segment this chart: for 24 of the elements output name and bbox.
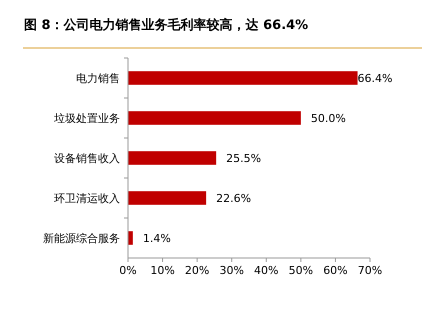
- data-label: 50.0%: [310, 112, 346, 125]
- bar: [128, 231, 133, 245]
- y-tick-label: 垃圾处置业务: [53, 112, 120, 125]
- x-tick-label: 30%: [219, 264, 244, 277]
- x-tick-label: 20%: [184, 264, 210, 277]
- bar: [128, 71, 358, 85]
- data-label: 25.5%: [226, 152, 262, 165]
- x-tick-label: 0%: [119, 264, 137, 277]
- x-tick-label: 70%: [358, 264, 382, 277]
- x-tick-label: 60%: [323, 264, 348, 277]
- y-tick-label: 电力销售: [76, 72, 120, 85]
- bar: [128, 151, 216, 165]
- x-tick-label: 40%: [254, 264, 279, 277]
- chart-title: 图 8：公司电力销售业务毛利率较高，达 66.4%: [24, 17, 308, 33]
- data-label: 66.4%: [358, 72, 393, 85]
- bar: [128, 111, 301, 125]
- y-tick-label: 新能源综合服务: [43, 232, 120, 245]
- data-label: 1.4%: [142, 232, 171, 245]
- y-tick-label: 设备销售收入: [54, 152, 120, 165]
- y-tick-label: 环卫清运收入: [54, 192, 120, 205]
- x-tick-label: 50%: [288, 264, 314, 277]
- bar: [128, 191, 206, 205]
- data-label: 22.6%: [216, 192, 252, 205]
- x-tick-label: 10%: [150, 264, 175, 277]
